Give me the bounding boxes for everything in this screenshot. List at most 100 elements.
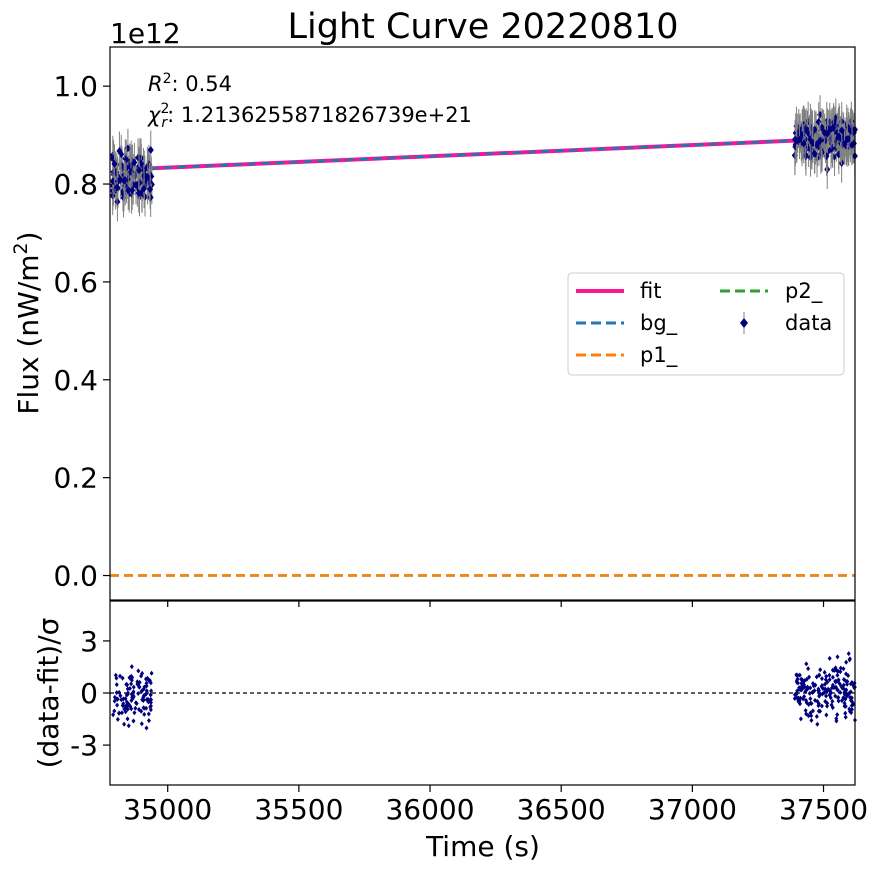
residual-point bbox=[838, 669, 843, 675]
series-line-bg bbox=[149, 136, 856, 170]
data-point bbox=[824, 129, 831, 138]
residual-point bbox=[830, 682, 835, 688]
residual-point bbox=[847, 656, 852, 662]
data-point bbox=[802, 152, 809, 161]
residual-point bbox=[794, 672, 799, 678]
residual-point bbox=[115, 716, 120, 722]
legend: fit bg_ p1_ p2_ data bbox=[567, 272, 845, 376]
residual-point bbox=[820, 691, 825, 697]
residual-point bbox=[836, 694, 841, 700]
residual-point bbox=[132, 710, 137, 716]
data-point bbox=[129, 186, 136, 195]
residual-point bbox=[827, 677, 832, 683]
residual-point bbox=[835, 672, 840, 678]
residual-point bbox=[803, 688, 808, 694]
residual-axes-frame bbox=[109, 600, 856, 786]
residual-point bbox=[122, 721, 127, 727]
residual-point bbox=[131, 684, 136, 690]
residual-point bbox=[799, 680, 804, 686]
residual-point bbox=[131, 718, 136, 724]
data-point bbox=[838, 126, 845, 135]
data-point bbox=[844, 135, 851, 144]
residual-point bbox=[830, 698, 835, 704]
residual-point bbox=[120, 675, 125, 681]
x-tick-label: 35000 bbox=[123, 793, 212, 826]
data-point bbox=[817, 136, 824, 145]
residual-point bbox=[827, 672, 832, 678]
residual-y-axis-label: (data-fit)/σ bbox=[32, 618, 65, 769]
residual-point bbox=[834, 667, 839, 673]
data-point bbox=[121, 176, 128, 185]
residual-point bbox=[115, 696, 120, 702]
residual-point bbox=[836, 698, 841, 704]
data-point bbox=[849, 140, 856, 149]
residual-point bbox=[128, 675, 133, 681]
residual-point bbox=[846, 673, 851, 679]
res-y-tick-label: 0 bbox=[80, 677, 98, 710]
residual-point bbox=[808, 710, 813, 716]
residual-point bbox=[841, 666, 846, 672]
residual-point bbox=[806, 666, 811, 672]
residual-point bbox=[809, 717, 814, 723]
residual-point bbox=[830, 674, 835, 680]
residual-point bbox=[141, 697, 146, 703]
residual-point bbox=[825, 703, 830, 709]
residual-point bbox=[148, 700, 153, 706]
residual-point bbox=[148, 692, 153, 698]
residual-point bbox=[811, 680, 816, 686]
residual-point bbox=[823, 698, 828, 704]
residual-point bbox=[139, 721, 144, 727]
data-point bbox=[141, 184, 148, 193]
residual-point bbox=[849, 695, 854, 701]
residual-point bbox=[825, 679, 830, 685]
residual-point bbox=[808, 700, 813, 706]
residual-point bbox=[137, 684, 142, 690]
residual-point bbox=[816, 701, 821, 707]
y-tick-label: 0.0 bbox=[53, 560, 98, 593]
residual-point bbox=[130, 695, 135, 701]
residual-point bbox=[794, 679, 799, 685]
data-point bbox=[111, 159, 118, 168]
residual-point bbox=[843, 714, 848, 720]
y-tick-label: 1.0 bbox=[53, 70, 98, 103]
residual-point bbox=[804, 676, 809, 682]
residual-point bbox=[115, 702, 120, 708]
residual-point bbox=[125, 682, 130, 688]
residual-point bbox=[825, 686, 830, 692]
data-point bbox=[796, 135, 803, 144]
residual-point bbox=[830, 705, 835, 711]
residual-point bbox=[844, 659, 849, 665]
main-y-axis-label: Flux (nW/m2) bbox=[10, 231, 45, 414]
y-tick-label: 0.2 bbox=[53, 462, 98, 495]
residual-point bbox=[833, 693, 838, 699]
legend-data-label: data bbox=[785, 311, 832, 335]
residual-point bbox=[810, 689, 815, 695]
residual-point bbox=[824, 712, 829, 718]
residual-point bbox=[129, 706, 134, 712]
residual-point bbox=[842, 700, 847, 706]
residual-point bbox=[125, 716, 130, 722]
data-point bbox=[116, 147, 123, 156]
residual-data-points bbox=[111, 651, 857, 731]
residual-point bbox=[119, 697, 124, 703]
x-tick-label: 37500 bbox=[779, 793, 868, 826]
residual-point bbox=[144, 697, 149, 703]
residual-point bbox=[123, 696, 128, 702]
residual-point bbox=[815, 721, 820, 727]
residual-point bbox=[838, 689, 843, 695]
residual-point bbox=[129, 664, 134, 670]
y-tick-label: 0.8 bbox=[53, 168, 98, 201]
residual-point bbox=[147, 678, 152, 684]
legend-bg-label: bg_ bbox=[640, 311, 678, 336]
residual-point bbox=[117, 689, 122, 695]
res-y-tick-label: -3 bbox=[70, 729, 98, 762]
residual-point bbox=[824, 673, 829, 679]
residual-point bbox=[808, 696, 813, 702]
residual-point bbox=[146, 718, 151, 724]
residual-point bbox=[133, 705, 138, 711]
residual-point bbox=[827, 655, 832, 661]
residual-point bbox=[111, 712, 116, 718]
data-point bbox=[144, 172, 151, 181]
residual-point bbox=[139, 708, 144, 714]
residual-point bbox=[834, 718, 839, 724]
